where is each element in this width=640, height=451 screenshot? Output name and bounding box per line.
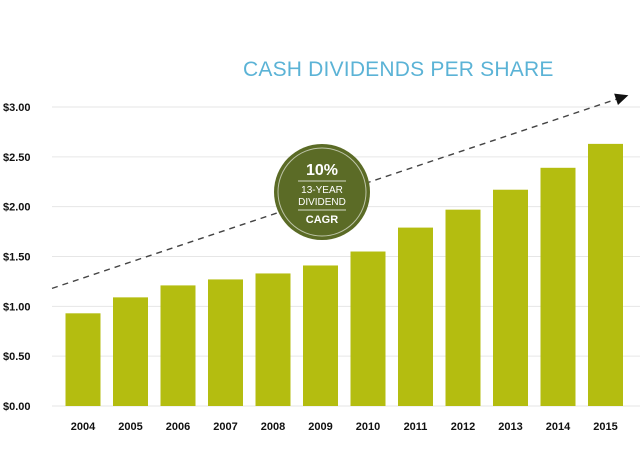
x-tick-label: 2004 (71, 421, 96, 433)
bar (540, 167, 576, 406)
x-tick-label: 2007 (213, 421, 237, 433)
x-tick-label: 2014 (546, 421, 571, 433)
cagr-badge-ring (277, 147, 367, 237)
cagr-badge-circle (274, 144, 370, 240)
cagr-value: 10% (306, 162, 338, 179)
cagr-badge: 10% 13-YEAR DIVIDEND CAGR (274, 144, 370, 240)
bar (588, 143, 623, 407)
x-tick-label: 2009 (308, 421, 332, 433)
trend-arrow-head (614, 93, 629, 106)
x-tick-label: 2015 (593, 421, 617, 433)
bars (65, 143, 623, 407)
bar (350, 251, 386, 406)
x-tick-label: 2012 (451, 421, 475, 433)
x-axis: 2004 2005 2006 2007 2008 2009 2010 2011 2012 2013… (71, 421, 618, 433)
bar (303, 265, 338, 406)
bar (493, 189, 528, 406)
bar (255, 273, 291, 406)
y-tick-label: $2.50 (3, 152, 31, 164)
y-tick-label: $0.00 (3, 401, 31, 413)
chart-title: CASH DIVIDENDS PER SHARE (243, 58, 554, 81)
bar (160, 285, 196, 406)
x-tick-label: 2011 (404, 421, 428, 433)
x-tick-label: 2010 (356, 421, 380, 433)
cagr-line2: DIVIDEND (298, 197, 346, 208)
x-tick-label: 2005 (118, 421, 142, 433)
y-axis: $0.00 $0.50 $1.00 $1.50 $2.00 $2.50 $3.00 (3, 102, 31, 413)
y-tick-label: $1.50 (3, 252, 31, 264)
x-tick-label: 2006 (166, 421, 190, 433)
cagr-line1: 13-YEAR (301, 185, 343, 196)
x-tick-label: 2008 (261, 421, 285, 433)
bar (208, 279, 243, 406)
bar (445, 209, 481, 406)
x-tick-label: 2013 (498, 421, 522, 433)
y-tick-label: $1.00 (3, 301, 31, 313)
bar (398, 227, 433, 406)
bar (113, 297, 148, 406)
bar (65, 313, 101, 406)
y-tick-label: $3.00 (3, 102, 31, 114)
y-tick-label: $0.50 (3, 351, 31, 363)
cagr-line3: CAGR (306, 214, 338, 226)
y-tick-label: $2.00 (3, 202, 31, 214)
